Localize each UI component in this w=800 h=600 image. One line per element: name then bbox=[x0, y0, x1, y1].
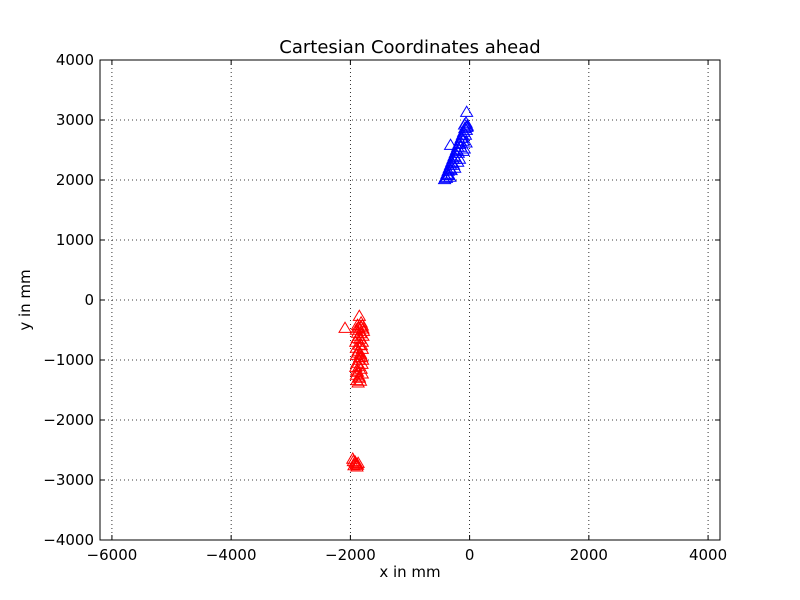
x-tick-label: −6000 bbox=[87, 546, 138, 564]
y-tick-label: 0 bbox=[84, 291, 94, 309]
y-tick-label: 2000 bbox=[56, 171, 94, 189]
data-point bbox=[350, 373, 364, 386]
y-axis-label: y in mm bbox=[16, 269, 34, 330]
data-point bbox=[447, 161, 462, 173]
data-point bbox=[355, 342, 370, 354]
data-point bbox=[354, 338, 369, 351]
data-point bbox=[443, 138, 458, 150]
data-point bbox=[348, 335, 363, 347]
data-point bbox=[350, 331, 365, 344]
data-point bbox=[450, 155, 465, 167]
data-point bbox=[443, 170, 457, 182]
x-tick-label: 0 bbox=[465, 546, 475, 564]
x-tick-label: 4000 bbox=[689, 546, 727, 564]
y-tick-label: −4000 bbox=[43, 531, 94, 549]
y-tick-label: 1000 bbox=[56, 231, 94, 249]
data-point bbox=[348, 360, 363, 372]
axis-ticks: −6000 −4000 −2000 0 2000 4000−4000−3000−2000−… bbox=[43, 51, 727, 564]
x-tick-label: 2000 bbox=[570, 546, 608, 564]
data-point bbox=[356, 324, 371, 336]
y-tick-label: −2000 bbox=[43, 411, 94, 429]
chart-title: Cartesian Coordinates ahead bbox=[279, 37, 540, 58]
data-point bbox=[457, 117, 472, 130]
data-point bbox=[459, 105, 474, 117]
y-tick-label: −1000 bbox=[43, 351, 94, 369]
x-axis-label: x in mm bbox=[379, 563, 440, 581]
data-point bbox=[460, 120, 474, 132]
y-tick-label: 4000 bbox=[56, 51, 94, 69]
y-tick-label: 3000 bbox=[56, 111, 94, 129]
x-tick-label: −4000 bbox=[206, 546, 257, 564]
data-point bbox=[348, 456, 363, 468]
series-1 bbox=[437, 105, 475, 185]
data-point bbox=[353, 374, 368, 386]
data-point bbox=[355, 353, 370, 365]
data-points bbox=[338, 105, 475, 472]
series-2 bbox=[338, 309, 371, 472]
data-point bbox=[354, 350, 369, 362]
data-point bbox=[355, 357, 369, 369]
data-point bbox=[437, 172, 452, 185]
data-point bbox=[459, 135, 473, 148]
x-tick-label: −2000 bbox=[325, 546, 376, 564]
data-point bbox=[456, 144, 470, 156]
data-point bbox=[338, 321, 352, 333]
data-point bbox=[355, 366, 370, 379]
data-point bbox=[350, 458, 365, 470]
data-point bbox=[350, 345, 365, 358]
y-tick-label: −3000 bbox=[43, 471, 94, 489]
